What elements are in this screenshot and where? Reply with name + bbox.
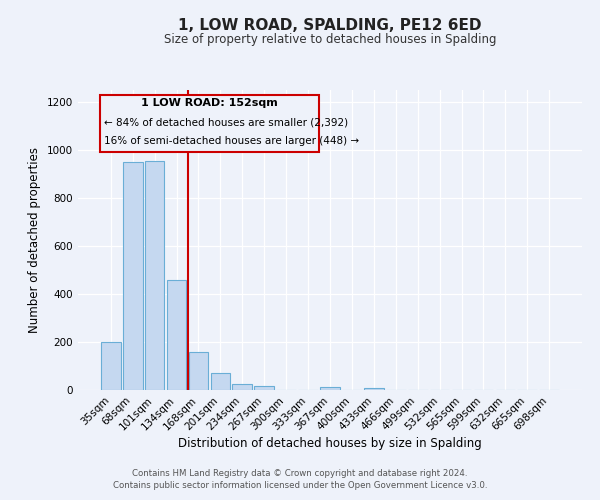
Text: 1 LOW ROAD: 152sqm: 1 LOW ROAD: 152sqm xyxy=(141,98,278,108)
Text: Contains public sector information licensed under the Open Government Licence v3: Contains public sector information licen… xyxy=(113,481,487,490)
Bar xyxy=(145,161,164,390)
Bar xyxy=(364,388,384,390)
Bar xyxy=(101,342,121,390)
FancyBboxPatch shape xyxy=(100,95,319,152)
Y-axis label: Number of detached properties: Number of detached properties xyxy=(28,147,41,333)
Bar xyxy=(123,162,143,390)
Text: Size of property relative to detached houses in Spalding: Size of property relative to detached ho… xyxy=(164,32,496,46)
Text: 16% of semi-detached houses are larger (448) →: 16% of semi-detached houses are larger (… xyxy=(104,136,359,146)
Text: Contains HM Land Registry data © Crown copyright and database right 2024.: Contains HM Land Registry data © Crown c… xyxy=(132,468,468,477)
Bar xyxy=(211,373,230,390)
Text: ← 84% of detached houses are smaller (2,392): ← 84% of detached houses are smaller (2,… xyxy=(104,118,347,128)
Bar xyxy=(254,386,274,390)
Bar xyxy=(232,384,252,390)
Bar xyxy=(188,352,208,390)
Bar xyxy=(167,280,187,390)
X-axis label: Distribution of detached houses by size in Spalding: Distribution of detached houses by size … xyxy=(178,438,482,450)
Text: 1, LOW ROAD, SPALDING, PE12 6ED: 1, LOW ROAD, SPALDING, PE12 6ED xyxy=(178,18,482,32)
Bar xyxy=(320,387,340,390)
